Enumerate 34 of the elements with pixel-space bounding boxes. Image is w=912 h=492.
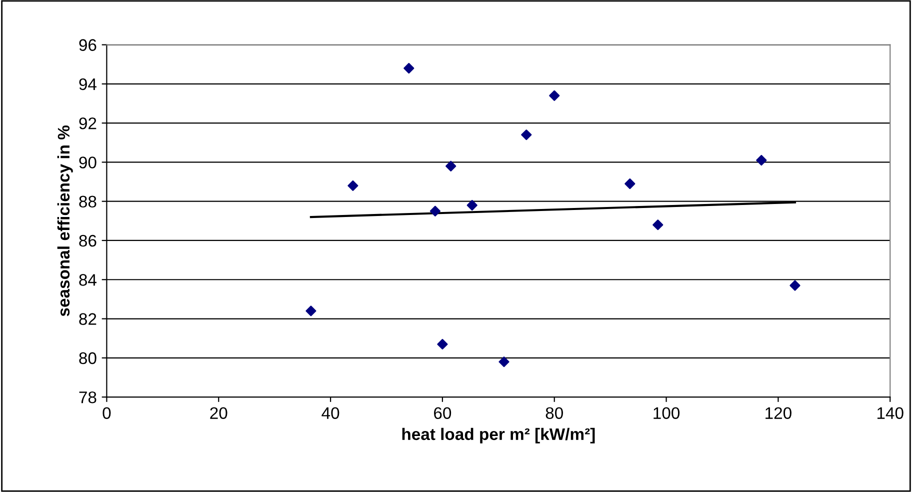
point [652, 220, 664, 230]
point [498, 356, 510, 368]
x-tick-label: 100 [654, 407, 680, 420]
point [306, 306, 316, 316]
point [466, 200, 478, 211]
y-tick-label: 80 [79, 352, 96, 364]
point [437, 338, 448, 350]
x-tick-label: 120 [766, 407, 792, 420]
point [549, 90, 560, 101]
point [348, 180, 358, 191]
x-axis-title: heat load per m² [kW/m²] [402, 428, 595, 444]
y-tick-label: 96 [79, 39, 96, 51]
y-tick-label: 84 [79, 274, 96, 286]
x-tick-label: 140 [877, 407, 904, 420]
point [756, 154, 767, 166]
y-tick-label: 92 [79, 117, 96, 130]
y-tick-label: 90 [79, 156, 96, 168]
y-tick-label: 94 [79, 78, 96, 90]
y-tick-label: 78 [79, 391, 96, 404]
point [404, 62, 414, 74]
point [430, 206, 440, 216]
y-axis-title: seasonal efficiency in % [57, 125, 73, 316]
y-tick-label: 86 [79, 234, 96, 247]
x-tick-label: 0 [102, 407, 111, 420]
y-tick-label: 82 [79, 313, 96, 325]
point [446, 160, 456, 172]
point [521, 129, 532, 140]
x-tick-label: 80 [546, 407, 563, 420]
x-tick-label: 40 [322, 407, 340, 420]
y-tick-label: 88 [79, 196, 96, 208]
point [624, 178, 636, 190]
point [790, 280, 800, 291]
x-tick-label: 20 [210, 407, 228, 420]
x-tick-label: 60 [434, 407, 452, 420]
